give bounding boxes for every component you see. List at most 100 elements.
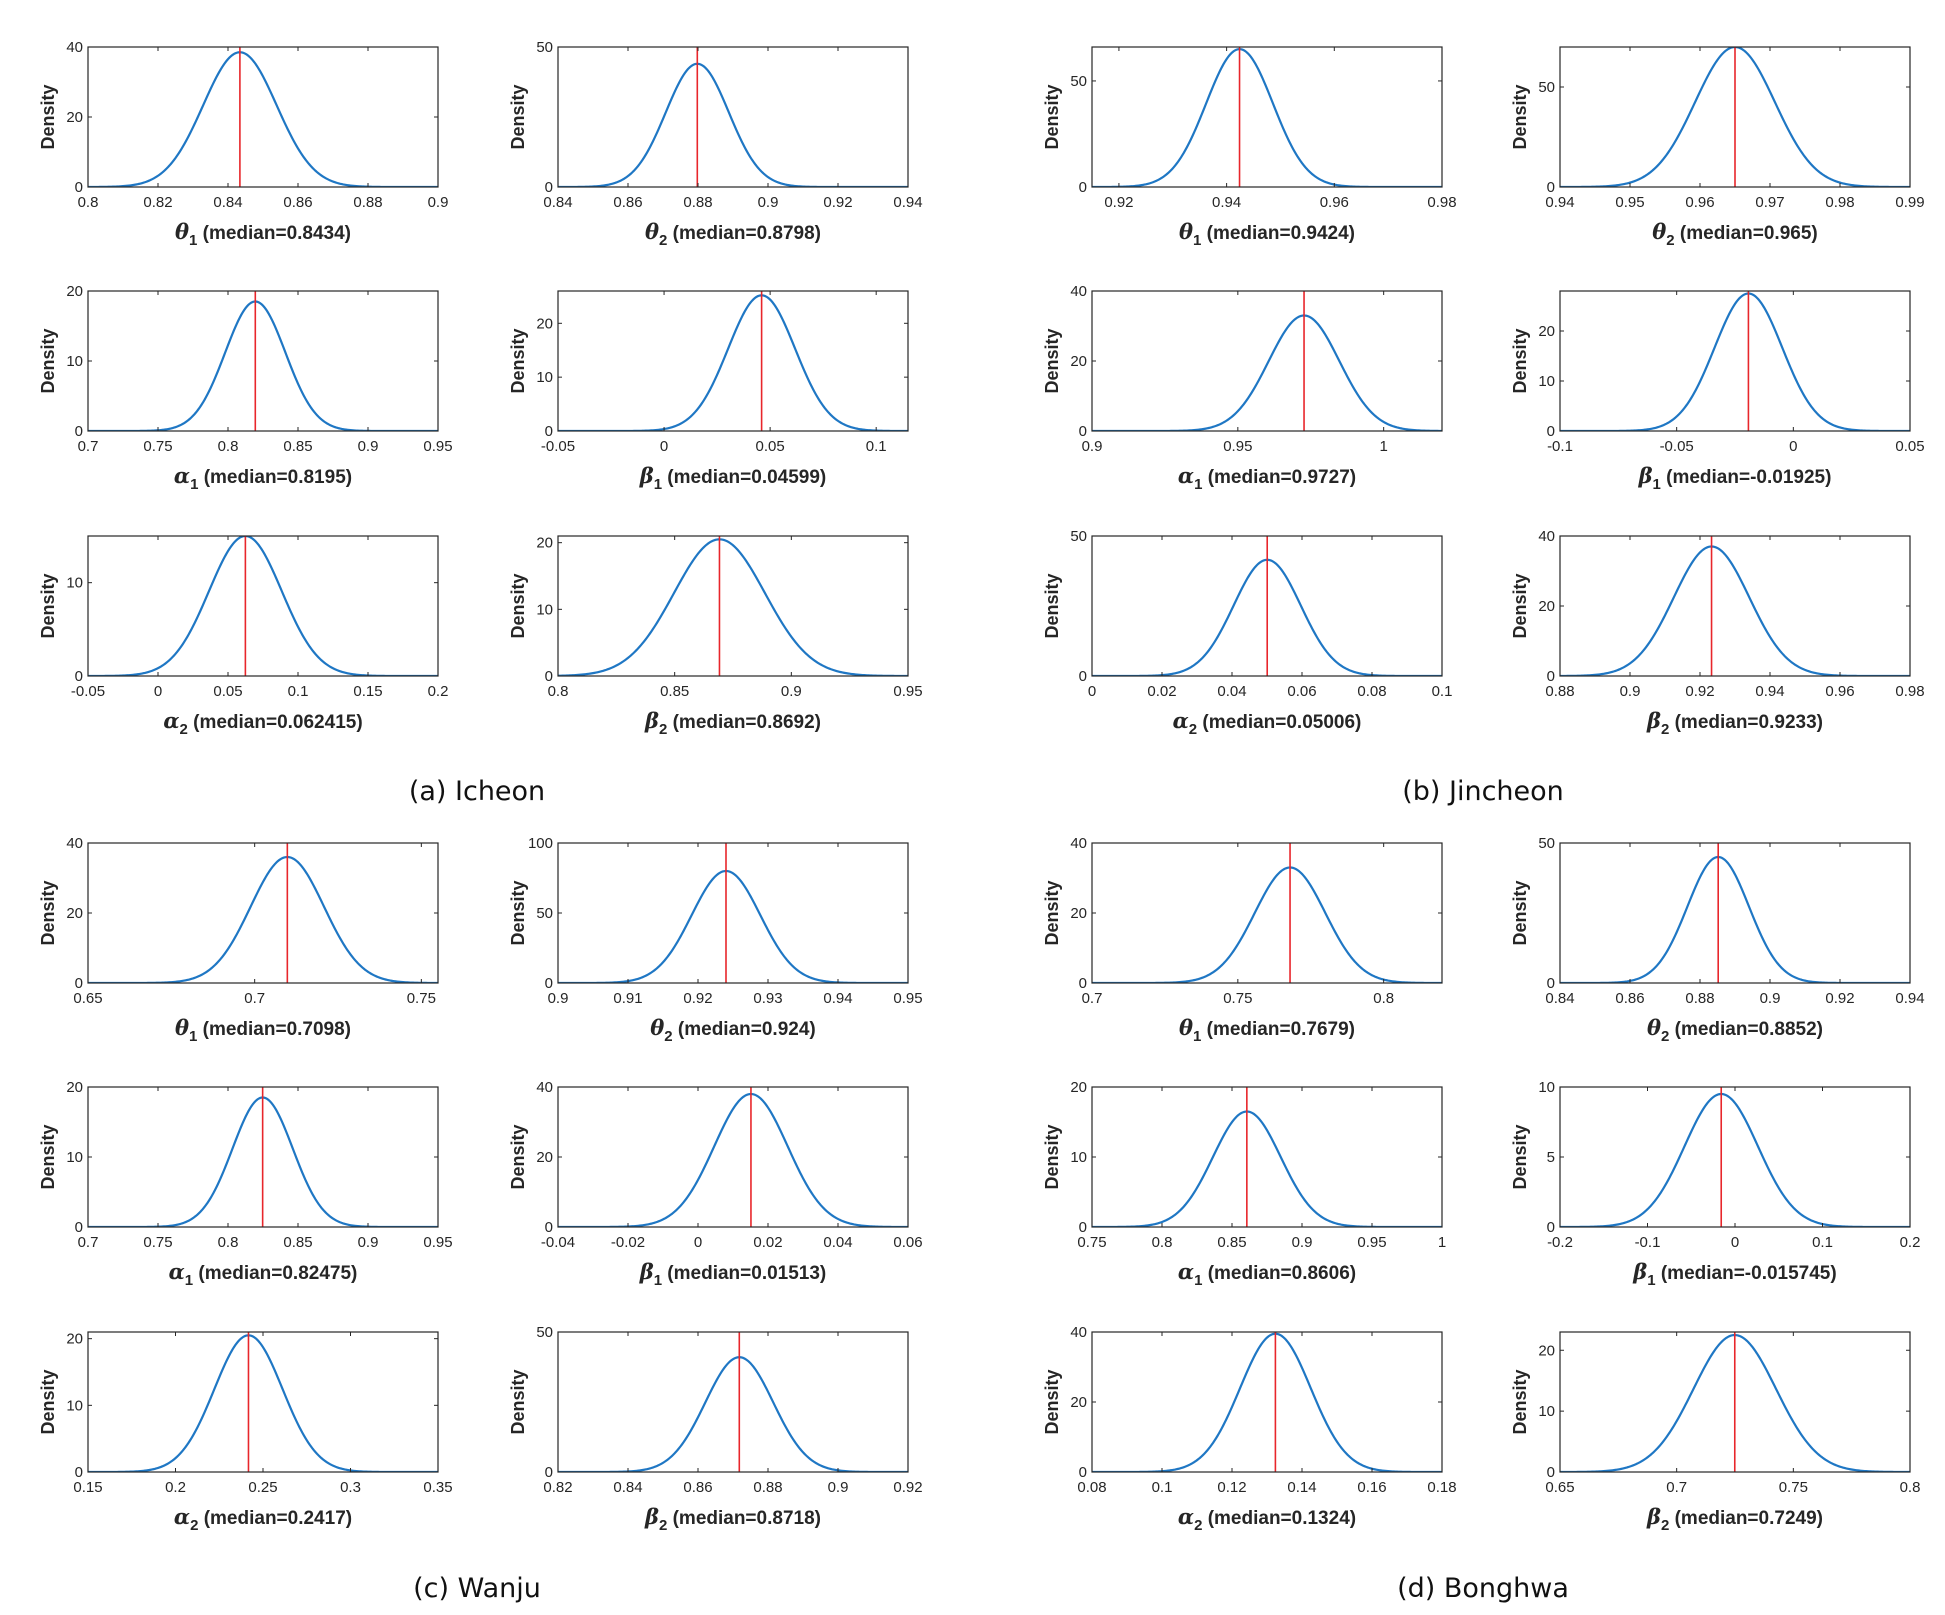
x-label-symbol: θ: [645, 219, 659, 244]
x-tick-label: 0.9: [548, 990, 569, 1007]
x-axis-label: θ2 (median=0.8798): [645, 219, 821, 249]
y-tick-label: 50: [1538, 835, 1555, 852]
x-tick-label: 0.98: [1427, 194, 1456, 211]
y-tick-label: 0: [545, 179, 553, 196]
y-axis-label: Density: [1510, 1124, 1530, 1189]
density-curve: [1092, 1110, 1442, 1227]
x-label-subscript: 2: [1194, 1517, 1202, 1534]
x-label-median: (median=0.1324): [1202, 1508, 1356, 1529]
x-tick-label: 0.2: [428, 683, 449, 700]
x-label-median: (median=0.924): [673, 1019, 816, 1040]
x-tick-label: 0.1: [1152, 1479, 1173, 1496]
x-tick-label: 0.85: [660, 683, 689, 700]
x-axis-label: θ2 (median=0.924): [650, 1015, 815, 1045]
x-tick-label: 0.91: [613, 990, 642, 1007]
y-tick-label: 0: [1547, 975, 1555, 992]
x-axis-label: β2 (median=0.8718): [644, 1504, 821, 1534]
x-label-symbol: β: [1632, 1259, 1647, 1284]
x-axis-label: α1 (median=0.8195): [174, 463, 352, 493]
density-curve: [558, 1092, 908, 1227]
x-tick-label: 0.75: [143, 1234, 172, 1251]
y-tick-label: 10: [66, 1397, 83, 1414]
y-axis-label: Density: [1510, 573, 1530, 638]
density-curve: [1092, 48, 1442, 187]
x-tick-label: 0.95: [423, 438, 452, 455]
x-tick-label: -0.05: [1660, 438, 1694, 455]
y-tick-label: 20: [536, 535, 553, 552]
x-label-median: (median=0.9424): [1201, 223, 1355, 244]
y-tick-label: 10: [1070, 1149, 1087, 1166]
density-curve: [1560, 1092, 1910, 1227]
y-axis-label: Density: [38, 573, 58, 638]
axes-box: [1091, 1086, 1443, 1228]
axes-box: [1091, 1331, 1443, 1473]
axes-box: [1091, 535, 1443, 677]
y-tick-label: 20: [66, 1331, 83, 1348]
density-curve: [558, 62, 908, 187]
y-tick-label: 0: [545, 668, 553, 685]
subplot-c-theta1: 0.65 0.7 0.75 0 20 40 Density θ1 (median=0.7098…: [38, 835, 439, 1045]
x-tick-label: 0.93: [753, 990, 782, 1007]
axes-box: [557, 535, 909, 677]
y-tick-label: 20: [1070, 1079, 1087, 1096]
x-label-median: (median=-0.015745): [1656, 1263, 1837, 1284]
density-curve: [558, 294, 908, 431]
x-tick-label: 0.9: [781, 683, 802, 700]
y-tick-label: 20: [1538, 598, 1555, 615]
x-tick-label: 0.94: [823, 990, 852, 1007]
y-axis-label: Density: [1510, 84, 1530, 149]
y-axis-label: Density: [1510, 1369, 1530, 1434]
subplot-c-theta2: 0.9 0.91 0.92 0.93 0.94 0.95 0 50 100 Density θ2 (…: [508, 835, 923, 1045]
y-tick-label: 0: [75, 1464, 83, 1481]
caption-jincheon: (b) Jincheon: [1402, 776, 1564, 807]
subplot-a-theta1: 0.8 0.82 0.84 0.86 0.88 0.9 0 20 40 Density θ1 (me…: [38, 39, 448, 249]
x-tick-label: 0.9: [358, 438, 379, 455]
x-axis-label: β1 (median=0.01513): [639, 1259, 827, 1289]
axes-box: [87, 842, 439, 984]
x-label-subscript: 2: [1661, 1517, 1669, 1534]
x-tick-label: 0: [1731, 1234, 1739, 1251]
x-tick-label: 0.9: [828, 1479, 849, 1496]
x-label-subscript: 1: [185, 1272, 193, 1289]
x-tick-label: 0.1: [288, 683, 309, 700]
x-tick-label: 0.75: [1779, 1479, 1808, 1496]
subplot-b-beta1: -0.1 -0.05 0 0.05 0 10 20 Density β1 (median=-0.…: [1510, 290, 1925, 493]
x-tick-label: 0.96: [1825, 683, 1854, 700]
x-tick-label: 0.05: [756, 438, 785, 455]
x-label-subscript: 1: [1193, 1028, 1201, 1045]
x-tick-label: 0.15: [73, 1479, 102, 1496]
subplot-b-theta1: 0.92 0.94 0.96 0.98 0 50 Density θ1 (median=0.9…: [1042, 46, 1457, 249]
subplot-a-theta2: 0.84 0.86 0.88 0.9 0.92 0.94 0 50 Density θ2 (med…: [508, 39, 923, 249]
y-tick-label: 20: [536, 315, 553, 332]
y-tick-label: 20: [66, 109, 83, 126]
x-tick-label: 0.82: [543, 1479, 572, 1496]
x-axis-label: θ2 (median=0.8852): [1647, 1015, 1823, 1045]
x-label-symbol: α: [169, 1259, 185, 1284]
axes-box: [1091, 46, 1443, 188]
y-axis-label: Density: [508, 328, 528, 393]
x-tick-label: 0.2: [1900, 1234, 1921, 1251]
y-tick-label: 50: [536, 905, 553, 922]
density-curve: [1092, 314, 1442, 431]
x-tick-label: 0.08: [1077, 1479, 1106, 1496]
x-tick-label: 0.88: [353, 194, 382, 211]
x-label-median: (median=0.01513): [662, 1263, 826, 1284]
x-tick-label: 0.14: [1287, 1479, 1316, 1496]
y-tick-label: 20: [536, 1149, 553, 1166]
x-tick-label: 0.8: [218, 1234, 239, 1251]
x-label-subscript: 2: [1666, 232, 1674, 249]
x-tick-label: 0.94: [1895, 990, 1924, 1007]
x-label-median: (median=0.8606): [1202, 1263, 1356, 1284]
y-tick-label: 40: [1070, 283, 1087, 300]
axes-box: [87, 290, 439, 432]
x-label-symbol: θ: [1179, 219, 1193, 244]
x-tick-label: 0.06: [893, 1234, 922, 1251]
x-label-median: (median=0.05006): [1197, 712, 1361, 733]
x-tick-label: 0.1: [866, 438, 887, 455]
y-tick-label: 50: [1070, 73, 1087, 90]
x-label-symbol: β: [639, 1259, 654, 1284]
x-label-subscript: 1: [1193, 232, 1201, 249]
x-tick-label: 0.3: [340, 1479, 361, 1496]
y-tick-label: 40: [1538, 528, 1555, 545]
x-tick-label: 0.82: [143, 194, 172, 211]
